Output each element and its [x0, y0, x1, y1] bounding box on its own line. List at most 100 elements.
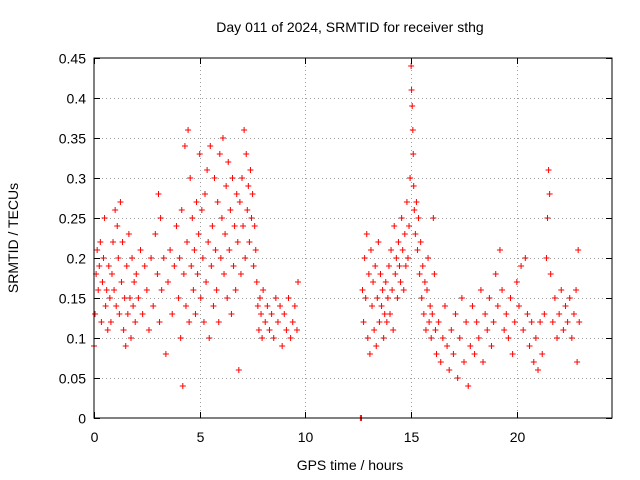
data-point: [235, 367, 242, 373]
data-point: [400, 287, 407, 293]
data-point: [378, 303, 385, 309]
data-point: [150, 303, 157, 309]
data-point: [369, 303, 376, 309]
data-point: [266, 327, 273, 333]
data-point: [399, 247, 406, 253]
data-point: [573, 287, 580, 293]
data-point: [473, 319, 480, 325]
grid-lines: [94, 58, 612, 418]
data-point: [511, 319, 518, 325]
data-point: [120, 327, 127, 333]
data-point: [404, 255, 411, 261]
data-point: [373, 343, 380, 349]
data-point: [125, 231, 132, 237]
data-point: [255, 327, 262, 333]
y-tick-label: 0.45: [59, 51, 86, 67]
data-point: [383, 319, 390, 325]
data-point: [123, 263, 130, 269]
data-point: [169, 311, 176, 317]
data-point: [475, 335, 482, 341]
data-point: [381, 311, 388, 317]
data-point: [177, 335, 184, 341]
data-point: [222, 231, 229, 237]
data-point: [379, 287, 386, 293]
data-point: [256, 295, 263, 301]
data-point: [419, 263, 426, 269]
plot-frame: [93, 57, 613, 419]
data-point: [537, 319, 544, 325]
data-point: [148, 255, 155, 261]
x-tick-label: 5: [197, 429, 205, 445]
data-point: [406, 223, 413, 229]
data-point: [360, 319, 367, 325]
data-point: [402, 263, 409, 269]
data-point: [410, 183, 417, 189]
data-point: [414, 247, 421, 253]
data-point: [208, 263, 215, 269]
data-point: [418, 295, 425, 301]
data-point: [409, 103, 416, 109]
data-point: [566, 295, 573, 301]
data-point: [101, 215, 108, 221]
data-point: [444, 343, 451, 349]
data-point: [562, 303, 569, 309]
data-point: [432, 327, 439, 333]
x-tick-label: 20: [510, 429, 526, 445]
data-point: [564, 319, 571, 325]
data-point: [435, 319, 442, 325]
y-tick-labels: 0 0.05 0.1 0.15 0.2 0.25 0.3 0.35 0.4 0.45: [59, 51, 86, 427]
data-point: [179, 383, 186, 389]
data-point: [258, 311, 265, 317]
data-point: [370, 279, 377, 285]
data-point: [421, 279, 428, 285]
data-point: [277, 303, 284, 309]
data-point: [229, 175, 236, 181]
data-point: [482, 311, 489, 317]
data-point: [92, 311, 99, 317]
data-point: [274, 319, 281, 325]
data-point: [374, 295, 381, 301]
data-point: [480, 359, 487, 365]
data-point: [361, 255, 368, 261]
data-point: [420, 311, 427, 317]
data-point: [95, 287, 102, 293]
data-point: [132, 319, 139, 325]
data-point: [428, 335, 435, 341]
data-point: [253, 279, 260, 285]
data-point: [461, 359, 467, 365]
data-point: [380, 335, 387, 341]
data-point: [110, 239, 117, 245]
data-point: [243, 151, 250, 157]
x-tick-label: 10: [298, 429, 314, 445]
data-point: [448, 327, 455, 333]
data-point: [407, 175, 414, 181]
data-point: [543, 255, 550, 261]
data-point: [295, 279, 302, 285]
data-point: [141, 263, 148, 269]
data-point: [526, 343, 533, 349]
data-point: [175, 295, 182, 301]
data-point: [202, 191, 208, 197]
data-point: [549, 319, 556, 325]
y-tick-label: 0.3: [67, 171, 87, 187]
x-tick-labels: 0 5 10 15 20: [91, 429, 526, 445]
data-point: [507, 295, 514, 301]
data-point: [122, 343, 129, 349]
data-point: [226, 247, 233, 253]
data-point: [424, 287, 430, 293]
data-point: [117, 199, 124, 205]
data-point: [366, 351, 373, 357]
data-point: [554, 335, 561, 341]
data-point: [364, 335, 371, 341]
data-point: [492, 271, 499, 277]
data-point: [230, 263, 237, 269]
data-point: [194, 271, 201, 277]
data-point: [155, 191, 162, 197]
data-point: [130, 303, 137, 309]
data-point: [233, 191, 240, 197]
data-point: [156, 319, 163, 325]
data-point: [204, 167, 211, 173]
y-tick-label: 0.15: [59, 291, 86, 307]
data-point: [131, 279, 138, 285]
